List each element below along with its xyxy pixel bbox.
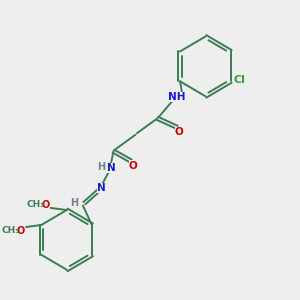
Text: H: H (98, 162, 106, 172)
Text: CH₃: CH₃ (2, 226, 20, 236)
Text: O: O (175, 127, 184, 137)
Text: N: N (97, 183, 106, 193)
Text: O: O (129, 160, 137, 170)
Text: H: H (70, 198, 79, 208)
Text: CH₃: CH₃ (26, 200, 44, 209)
Text: NH: NH (168, 92, 185, 102)
Text: O: O (41, 200, 50, 210)
Text: Cl: Cl (233, 75, 245, 85)
Text: N: N (107, 163, 116, 173)
Text: O: O (17, 226, 25, 236)
